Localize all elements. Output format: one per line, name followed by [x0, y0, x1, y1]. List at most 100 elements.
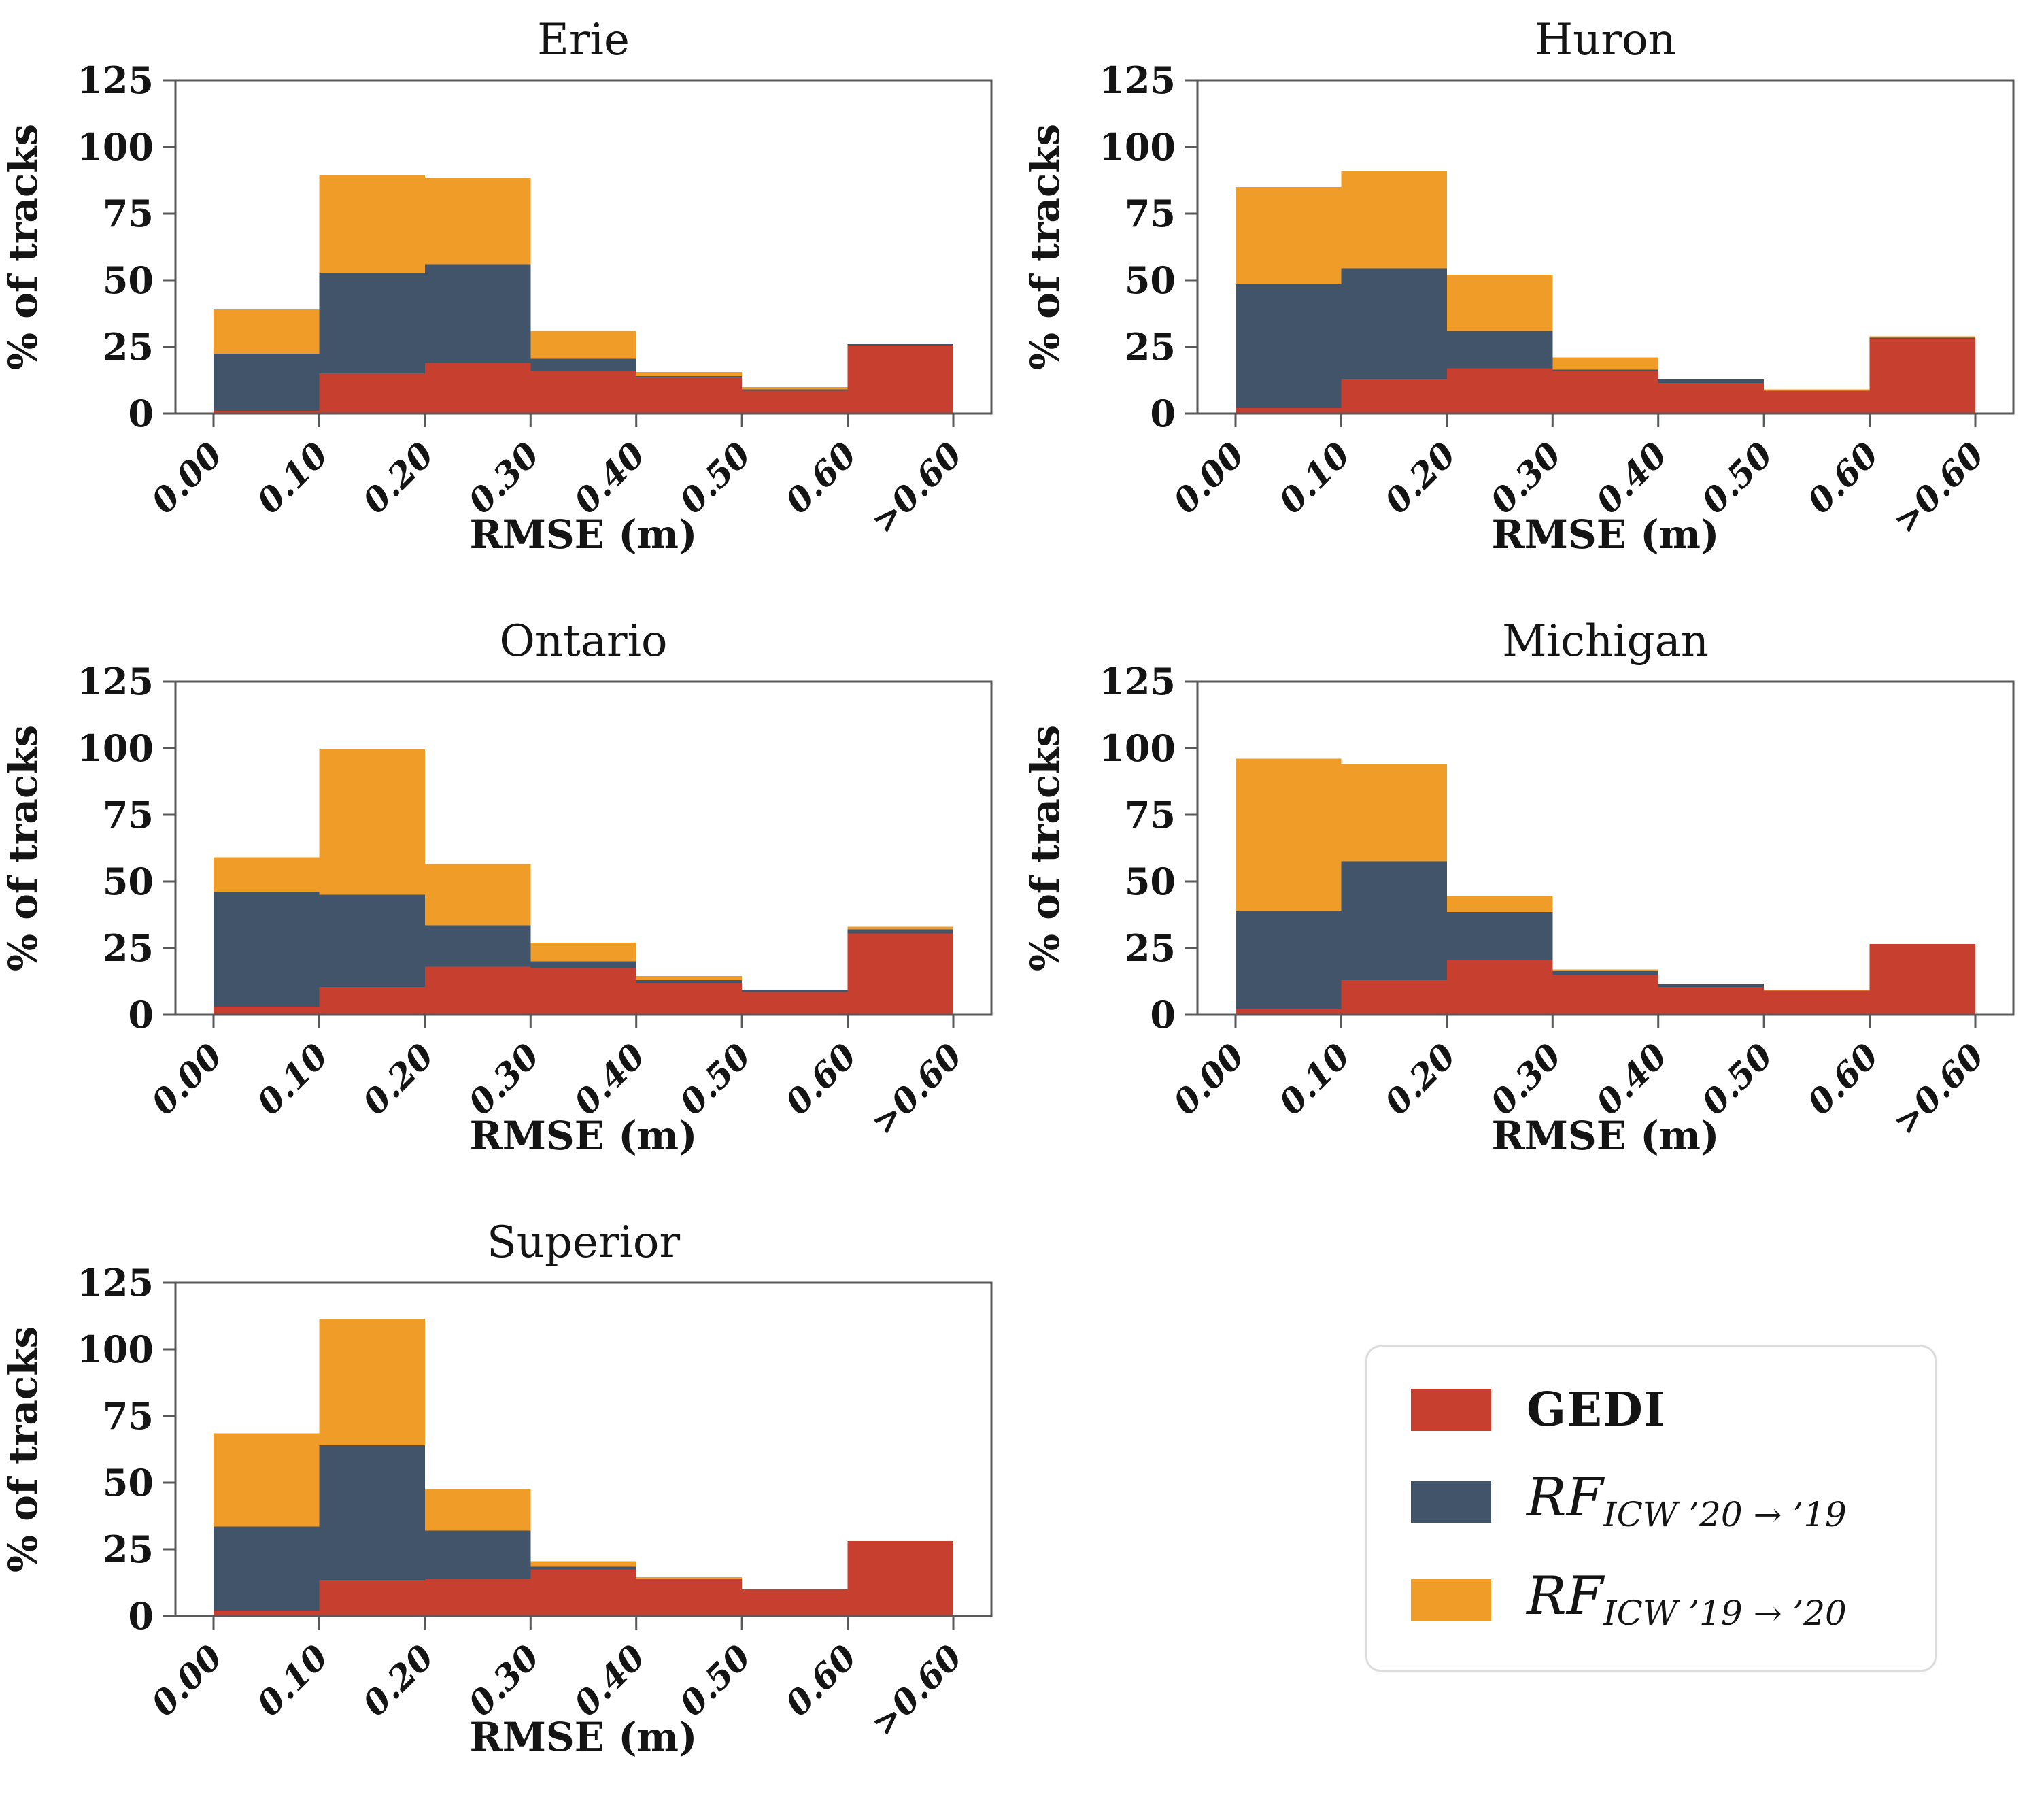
x-axis-label: RMSE (m) [470, 1714, 698, 1760]
bar-segment [424, 966, 531, 1015]
bar-segment [1658, 379, 1765, 383]
x-tick-label: 0.50 [1694, 435, 1781, 522]
x-tick-label: 0.20 [355, 1036, 442, 1123]
y-axis-label: % of tracks [1022, 124, 1068, 370]
bar-segment [742, 389, 848, 391]
subplot-erie-cell: 0 25 50 75 100 125 0.00 0.10 0.20 0.30 0.40 0.50 0.6… [0, 0, 1022, 601]
x-tick-label: 0.30 [1482, 1036, 1569, 1123]
x-tick-label: 0.60 [1799, 1036, 1886, 1123]
bars [1236, 758, 1975, 1015]
x-tick-label: 0.60 [1799, 435, 1886, 522]
x-tick-label: 0.40 [1588, 435, 1675, 522]
y-tick-label: 50 [1125, 860, 1176, 903]
bar-segment [214, 1007, 320, 1015]
y-tick-label: 75 [103, 793, 154, 837]
bar-segment [1552, 357, 1658, 370]
bar-segment [1236, 911, 1342, 1010]
plot-frame [174, 79, 993, 415]
bar-segment [1341, 980, 1447, 1015]
legend-swatch-rf-20-19 [1411, 1480, 1491, 1523]
bar-segment [214, 1526, 320, 1611]
x-tick-label: 0.50 [1694, 1036, 1781, 1123]
chart-title: Michigan [1502, 616, 1709, 667]
bar-segment [742, 390, 848, 414]
bar-segment [1236, 1009, 1342, 1015]
legend: GEDI RFICW ’20 → ’19 RFICW ’19 → ’20 [1365, 1345, 1937, 1672]
bars [1236, 171, 1975, 414]
bar-segment [742, 989, 848, 992]
x-tick-label: 0.50 [672, 435, 759, 522]
chart-title: Huron [1535, 15, 1675, 65]
bar-segment [1658, 986, 1765, 1015]
y-tick-label: 25 [103, 926, 154, 970]
subplot-michigan: 0 25 50 75 100 125 0.00 0.10 0.20 0.30 0.40 0.50 0.6… [1022, 616, 2015, 1159]
legend-label-rf-prefix: RF [1527, 1467, 1603, 1528]
bar-segment [742, 386, 848, 390]
bar-segment [1552, 971, 1658, 975]
legend-swatch-rf-19-20 [1411, 1579, 1491, 1621]
chart-title: Ontario [499, 616, 667, 667]
bar-segment [1552, 975, 1658, 1015]
y-tick-label: 100 [1099, 125, 1176, 169]
bar-segment [1552, 371, 1658, 414]
bar-segment [847, 926, 953, 930]
x-tick-label: 0.10 [249, 435, 336, 522]
bar-segment [530, 968, 636, 1015]
y-tick-label: 25 [1125, 325, 1176, 369]
x-tick-label: 0.50 [672, 1637, 759, 1724]
bars [214, 1318, 953, 1616]
x-tick-label: 0.20 [1377, 1036, 1464, 1123]
x-tick-label: 0.40 [566, 1637, 653, 1724]
bar-segment [319, 373, 425, 414]
bar-segment [636, 982, 743, 1015]
x-tick-label: 0.10 [249, 1637, 336, 1724]
chart-title: Superior [487, 1217, 681, 1268]
bar-segment [1341, 861, 1447, 981]
bar-segment [424, 178, 531, 265]
bar-segment [530, 371, 636, 414]
bar-segment [319, 986, 425, 1015]
x-tick-label: >0.60 [1885, 435, 1992, 542]
bar-segment [742, 992, 848, 1015]
bar-segment [1869, 944, 1975, 1015]
bar-segment [636, 980, 743, 983]
x-tick-label: 0.40 [1588, 1036, 1675, 1123]
bar-segment [1764, 990, 1870, 1015]
y-tick-label: 75 [103, 1394, 154, 1438]
bar-segment [847, 1541, 953, 1616]
subplot-superior-cell: 0 25 50 75 100 125 0.00 0.10 0.20 0.30 0.40 0.50 0.6… [0, 1202, 1022, 1803]
bar-segment [214, 1433, 320, 1527]
x-tick-label: 0.30 [460, 1637, 547, 1724]
bar-segment [636, 372, 743, 377]
bar-segment [1658, 382, 1765, 414]
bar-segment [319, 1318, 425, 1446]
subplot-ontario-cell: 0 25 50 75 100 125 0.00 0.10 0.20 0.30 0.40 0.50 0.6… [0, 601, 1022, 1202]
bar-segment [1869, 336, 1975, 338]
x-tick-label: 0.00 [1165, 435, 1253, 522]
y-tick-label: 100 [77, 726, 154, 770]
bar-segment [319, 273, 425, 374]
bar-segment [424, 1579, 531, 1616]
x-tick-label: 0.20 [355, 1637, 442, 1724]
bar-segment [530, 1569, 636, 1616]
bar-segment [424, 363, 531, 414]
bar-segment [530, 961, 636, 968]
bar-segment [319, 175, 425, 274]
bar-segment [847, 929, 953, 934]
x-axis-label: RMSE (m) [470, 1113, 698, 1159]
y-tick-label: 100 [77, 125, 154, 169]
bar-segment [636, 976, 743, 981]
plot-frame [1196, 79, 2015, 415]
legend-swatch-gedi [1411, 1389, 1491, 1431]
legend-label-rf-subscript: ICW ’20 → ’19 [1603, 1495, 1847, 1534]
bar-segment [214, 411, 320, 414]
bar-segment [1446, 275, 1553, 331]
legend-item-rf-19-20: RFICW ’19 → ’20 [1411, 1570, 1891, 1630]
y-axis-label: % of tracks [1022, 725, 1068, 971]
y-tick-label: 50 [103, 860, 154, 903]
legend-item-rf-20-19: RFICW ’20 → ’19 [1411, 1471, 1891, 1532]
bar-segment [424, 925, 531, 967]
legend-label-rf-20-19: RFICW ’20 → ’19 [1527, 1471, 1847, 1532]
x-tick-label: 0.10 [1271, 435, 1358, 522]
